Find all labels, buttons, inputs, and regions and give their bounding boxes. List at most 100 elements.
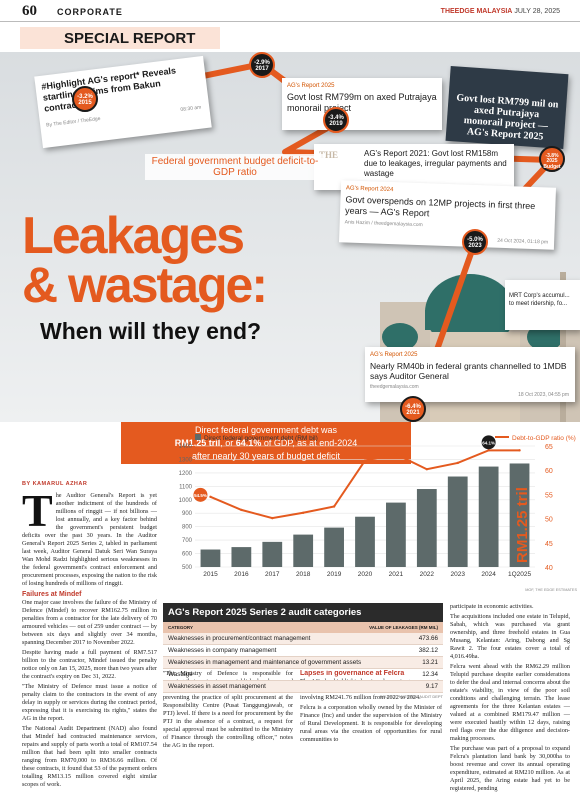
debt-ratio: 64.1% <box>235 438 262 448</box>
y-left-tick-label: 1100 <box>179 484 193 490</box>
debt-amount: RM1.25 tril <box>174 438 221 448</box>
headline-subtitle: When will they end? <box>40 318 262 344</box>
legend-label-bars: Direct federal government debt (RM bil) <box>204 435 318 442</box>
y-right-tick-label: 40 <box>545 565 553 572</box>
legend-swatch-bars <box>195 434 201 440</box>
table-row: Weaknesses in company management 382.12 <box>163 645 443 657</box>
x-tick-label: 2020 <box>358 571 373 578</box>
chart-bar <box>478 466 499 567</box>
y-left-tick-label: 600 <box>182 552 193 558</box>
deficit-bubble-2019: -3.4% 2019 <box>323 107 349 133</box>
debt-callout-tail: of GDP, as at end-2024 <box>261 438 358 448</box>
legend-label-line: Debt-to-GDP ratio (%) <box>512 435 576 442</box>
debt-to-gdp-point <box>394 453 398 456</box>
y-left-tick-label: 1400 <box>179 444 193 450</box>
table-cell-category: Weaknesses in management and maintenance… <box>168 659 362 666</box>
news-clip-3-title: Govt lost RM799 mil on axed Putrajaya mo… <box>456 92 559 143</box>
y-left-tick-label: 700 <box>182 538 193 544</box>
table-cell-category: Weaknesses in procurement/contract manag… <box>168 635 311 642</box>
debt-to-gdp-point <box>301 511 305 514</box>
article-paragraph: The acquisitions included one estate in … <box>450 613 570 660</box>
article-paragraph: Despite having made a full payment of RM… <box>22 649 157 680</box>
point-label: 64.1% <box>482 440 495 445</box>
debt-to-gdp-point <box>332 505 336 508</box>
news-clip-1-time: 08:30 am <box>180 104 202 114</box>
deficit-ratio-label: Federal government budget deficit-to-GDP… <box>145 154 325 180</box>
article-paragraph: The National Audit Department (NAD) also… <box>22 725 157 788</box>
y-left-tick-label: 1000 <box>179 498 193 504</box>
deficit-bubble-2021: -6.4% 2021 <box>400 396 426 422</box>
article-paragraph: "The Ministry of Defence must issue a no… <box>22 683 157 722</box>
news-clip-6-tag: AG's Report 2025 <box>370 352 418 358</box>
deficit-value: -3.8% <box>545 153 559 159</box>
debt-to-gdp-point <box>456 461 459 465</box>
x-tick-label: 2016 <box>234 571 249 578</box>
article-paragraph: participate in economic activities. <box>450 603 534 610</box>
y-right-tick-label: 45 <box>545 541 553 548</box>
debt-callout-line-3: after nearly 30 years of budget deficit <box>191 451 341 461</box>
debt-to-gdp-point <box>271 516 274 520</box>
debt-callout: Direct federal government debt was RM1.2… <box>121 422 411 464</box>
table-cell-value: 9.17 <box>425 683 438 690</box>
y-left-tick-label: 1300 <box>179 457 193 463</box>
headline-line-1: Leakages <box>22 207 245 265</box>
chart-bar <box>509 463 530 567</box>
publication-info: THEEDGE MALAYSIA JULY 28, 2025 <box>441 8 560 15</box>
x-tick-label: 2019 <box>327 571 342 578</box>
table-source: SOURCE: NATIONAL AUDIT DEPT <box>379 694 444 699</box>
news-clip-6-time: 18 Oct 2023, 04:55 pm <box>518 392 569 398</box>
table-header-value: VALUE OF LEAKAGES (RM MIL) <box>369 625 438 630</box>
table-row: Weaknesses in asset management 9.17 <box>163 681 443 693</box>
table-cell-value: 13.21 <box>422 659 438 666</box>
x-tick-label: 2024 <box>481 571 496 578</box>
byline: BY KAMARUL AZHAR <box>22 481 88 487</box>
debt-callout-joiner: , or <box>220 438 236 448</box>
table-cell-category: Weaknesses in company management <box>168 647 277 654</box>
chart-bar <box>416 489 437 567</box>
chart-bar <box>355 516 375 567</box>
news-clip-7: MRT Corp's accumul... to meet ridership,… <box>505 280 580 330</box>
table-cell-value: 12.34 <box>422 671 438 678</box>
news-clip-6: AG's Report 2025 Nearly RM40b in federal… <box>365 347 575 402</box>
dropcap: T <box>22 492 53 536</box>
news-clip-3: Govt lost RM799 mil on axed Putrajaya mo… <box>445 65 569 150</box>
debt-callout-line-1: Direct federal government debt was <box>194 425 338 435</box>
news-clip-2-title: Govt lost RM799m on axed Putrajaya monor… <box>287 92 437 113</box>
chart-bar <box>447 476 468 567</box>
chart-source: MOF, THE EDGE ESTIMATES <box>525 588 577 592</box>
chart-bar <box>231 547 252 567</box>
x-tick-label: 1Q2025 <box>508 571 532 578</box>
x-tick-label: 2017 <box>265 571 280 578</box>
deficit-year: 2021 <box>406 410 420 417</box>
debt-chart: 500 600 700 800 900 1000 1100 1200 1300 1400 40 45 5… <box>179 434 577 592</box>
x-tick-label: 2022 <box>420 571 435 578</box>
table-body: Weaknesses in procurement/contract manag… <box>163 633 443 693</box>
article-text: he Auditor General's Report is yet anoth… <box>22 492 157 587</box>
debt-to-gdp-point <box>240 508 243 512</box>
deficit-value: -3.2% <box>77 94 93 100</box>
article-paragraph: One major case involves the failure of t… <box>22 599 157 646</box>
table-cell-category: Wastage <box>168 671 193 678</box>
table-cell-value: 382.12 <box>418 647 438 654</box>
news-clip-5: AG's Report 2024 Govt overspends on 12MP… <box>338 180 557 250</box>
y-left-tick-label: 800 <box>182 525 193 531</box>
publication-date: JULY 28, 2025 <box>514 8 560 15</box>
article-column-4: participate in economic activities. The … <box>450 603 570 808</box>
y-left-tick-label: 900 <box>182 511 193 517</box>
y-left-tick-label: 500 <box>182 565 193 571</box>
table-cell-value: 473.66 <box>418 635 438 642</box>
y-right-tick-label: 55 <box>545 492 553 499</box>
chart-bar <box>324 527 344 567</box>
point-label-badge <box>193 487 208 502</box>
special-report-label: SPECIAL REPORT <box>64 30 196 47</box>
publication-name: THEEDGE MALAYSIA <box>440 8 513 15</box>
deficit-value: -2.9% <box>254 60 270 66</box>
debt-to-gdp-point <box>425 468 429 471</box>
deficit-bubble-2023: -5.0% 2023 <box>462 229 488 255</box>
y-right-tick-label: 60 <box>545 468 553 475</box>
chart-bar <box>386 502 406 567</box>
chart-bar <box>200 549 221 567</box>
page-header: 60 CORPORATE THEEDGE MALAYSIA JULY 28, 2… <box>0 0 580 22</box>
news-clip-4-tag: THE <box>319 150 339 160</box>
